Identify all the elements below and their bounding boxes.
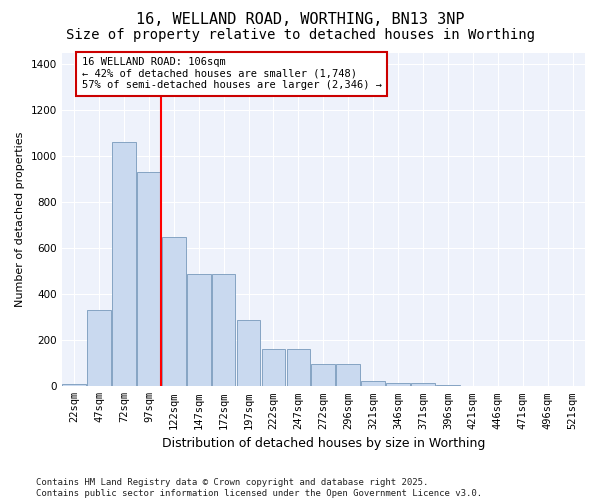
Bar <box>287 350 310 387</box>
Bar <box>411 384 435 386</box>
Bar <box>87 310 111 386</box>
X-axis label: Distribution of detached houses by size in Worthing: Distribution of detached houses by size … <box>161 437 485 450</box>
Bar <box>237 320 260 386</box>
Bar <box>212 274 235 386</box>
Bar <box>137 172 161 386</box>
Bar <box>436 384 460 386</box>
Text: 16, WELLAND ROAD, WORTHING, BN13 3NP: 16, WELLAND ROAD, WORTHING, BN13 3NP <box>136 12 464 28</box>
Text: 16 WELLAND ROAD: 106sqm
← 42% of detached houses are smaller (1,748)
57% of semi: 16 WELLAND ROAD: 106sqm ← 42% of detache… <box>82 57 382 90</box>
Bar <box>361 380 385 386</box>
Bar <box>311 364 335 386</box>
Bar <box>162 236 185 386</box>
Bar <box>386 384 410 386</box>
Bar <box>112 142 136 386</box>
Bar <box>187 274 211 386</box>
Bar <box>62 384 86 386</box>
Bar <box>337 364 360 386</box>
Y-axis label: Number of detached properties: Number of detached properties <box>15 132 25 307</box>
Text: Size of property relative to detached houses in Worthing: Size of property relative to detached ho… <box>65 28 535 42</box>
Bar <box>262 350 286 387</box>
Text: Contains HM Land Registry data © Crown copyright and database right 2025.
Contai: Contains HM Land Registry data © Crown c… <box>36 478 482 498</box>
